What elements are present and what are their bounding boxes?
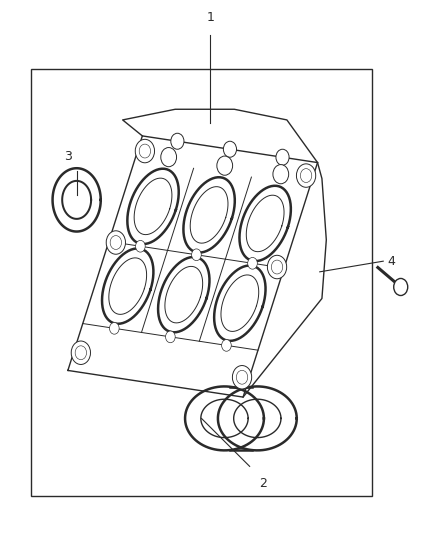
- Text: 1: 1: [206, 11, 214, 24]
- Circle shape: [166, 331, 175, 343]
- Circle shape: [273, 165, 289, 184]
- Circle shape: [297, 164, 316, 187]
- Text: 2: 2: [259, 477, 267, 490]
- Circle shape: [106, 231, 125, 254]
- Circle shape: [217, 156, 233, 175]
- Circle shape: [276, 149, 289, 165]
- Circle shape: [223, 141, 237, 157]
- Circle shape: [248, 257, 257, 269]
- Circle shape: [171, 133, 184, 149]
- Circle shape: [222, 340, 231, 351]
- Text: 3: 3: [64, 150, 72, 163]
- Circle shape: [233, 366, 252, 389]
- Circle shape: [161, 148, 177, 167]
- Circle shape: [71, 341, 91, 365]
- Circle shape: [135, 240, 145, 252]
- Circle shape: [267, 255, 287, 279]
- Circle shape: [192, 249, 201, 261]
- Circle shape: [394, 278, 408, 295]
- Circle shape: [135, 139, 155, 163]
- Text: 4: 4: [388, 255, 396, 268]
- Circle shape: [110, 322, 119, 334]
- Bar: [31, 69, 372, 496]
